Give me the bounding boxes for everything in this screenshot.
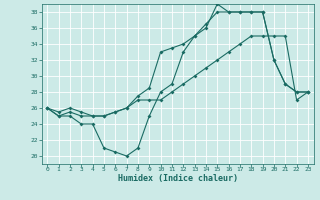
X-axis label: Humidex (Indice chaleur): Humidex (Indice chaleur) bbox=[118, 174, 237, 183]
